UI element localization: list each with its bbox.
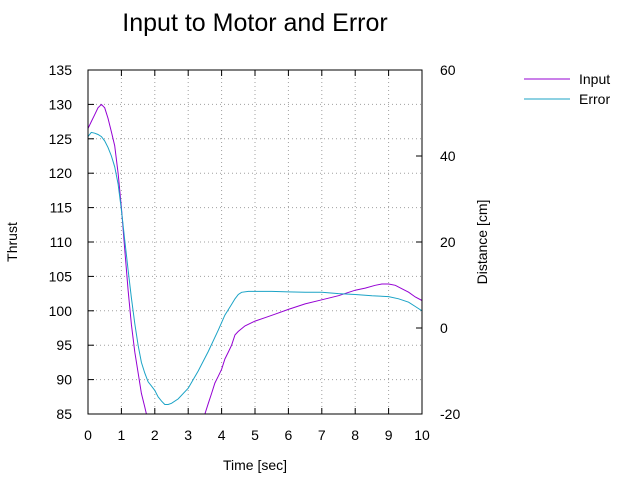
x-tick-label: 6 <box>285 427 293 443</box>
y-tick-label: 95 <box>56 337 72 353</box>
x-axis-label: Time [sec] <box>223 457 287 473</box>
x-tick-label: 9 <box>385 427 393 443</box>
y-tick-label: 85 <box>56 406 72 422</box>
legend-label-error: Error <box>579 91 610 107</box>
y-tick-label: 125 <box>49 131 73 147</box>
axis-ticks: 0 1 2 3 4 5 6 7 8 9 10 135 130 125 120 115 110 105 100 95 90… <box>49 62 461 443</box>
x-tick-label: 5 <box>251 427 259 443</box>
series-line-error <box>88 131 422 405</box>
series-group <box>88 103 422 414</box>
x-tick-label: 4 <box>218 427 226 443</box>
chart-title: Input to Motor and Error <box>122 9 387 37</box>
y-tick-label: 135 <box>49 62 73 78</box>
y-tick-label: 100 <box>49 303 73 319</box>
x-tick-label: 1 <box>118 427 126 443</box>
x-tick-label: 3 <box>184 427 192 443</box>
y2-tick-label: -20 <box>440 406 460 422</box>
x-tick-label: 0 <box>84 427 92 443</box>
y-tick-label: 105 <box>49 268 73 284</box>
y-tick-label: 120 <box>49 165 73 181</box>
y2-tick-label: 0 <box>440 320 448 336</box>
series-line-input <box>88 103 422 414</box>
y-tick-label: 90 <box>56 372 72 388</box>
y-axis-label: Thrust <box>4 222 20 262</box>
x-tick-label: 2 <box>151 427 159 443</box>
y2-tick-label: 40 <box>440 148 456 164</box>
y-tick-label: 130 <box>49 96 73 112</box>
x-tick-label: 8 <box>351 427 359 443</box>
x-tick-label: 10 <box>414 427 430 443</box>
y2-tick-label: 20 <box>440 234 456 250</box>
legend-label-input: Input <box>579 71 610 87</box>
legend: Input Error <box>524 71 610 107</box>
y2-axis-label: Distance [cm] <box>474 200 490 285</box>
x-tick-label: 7 <box>318 427 326 443</box>
grid-lines <box>88 70 422 414</box>
y-tick-label: 110 <box>50 234 73 250</box>
plot-frame <box>87 69 423 415</box>
y2-tick-label: 60 <box>440 62 456 78</box>
y-tick-label: 115 <box>50 200 73 216</box>
